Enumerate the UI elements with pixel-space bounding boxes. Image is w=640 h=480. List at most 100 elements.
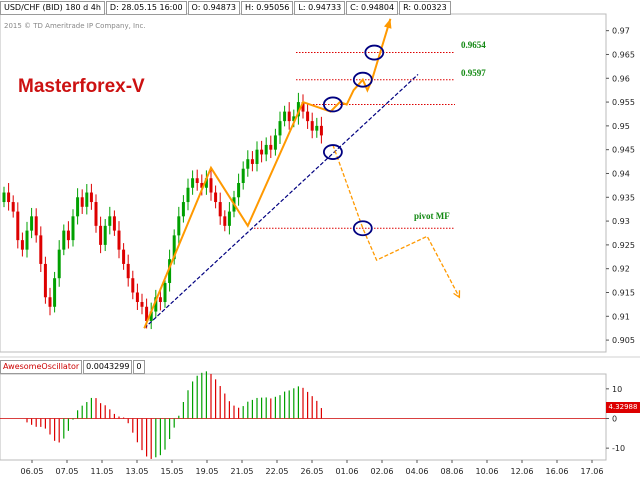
candle-body [30, 216, 34, 231]
level-label-0-9654: 0.9654 [461, 40, 486, 50]
price-tick-label: 0.905 [612, 336, 635, 345]
x-tick-label: 26.05 [301, 467, 324, 476]
osc-tick-label: -10 [612, 444, 625, 453]
candle-body [278, 121, 282, 136]
candle-body [287, 111, 291, 122]
candle-body [218, 202, 222, 217]
price-tick-label: 0.965 [612, 50, 635, 59]
price-tick-label: 0.93 [612, 217, 630, 226]
candle-body [71, 216, 75, 241]
candle-body [131, 278, 135, 293]
x-tick-label: 11.05 [91, 467, 114, 476]
candle-body [57, 249, 61, 279]
candle-body [122, 249, 126, 264]
candle-body [34, 216, 38, 236]
copyright-text: 2015 © TD Ameritrade IP Company, Inc. [4, 22, 146, 30]
candle-body [89, 192, 93, 203]
x-tick-label: 02.06 [371, 467, 394, 476]
price-tick-label: 0.935 [612, 193, 635, 202]
candle-body [154, 297, 158, 312]
price-tick-label: 0.97 [612, 27, 630, 36]
oscillator-name[interactable]: AwesomeOscillator [0, 360, 83, 374]
candle-body [310, 121, 314, 131]
candle-body [108, 216, 112, 226]
candle-body [99, 225, 103, 245]
x-tick-label: 12.06 [511, 467, 534, 476]
price-tick-label: 0.92 [612, 265, 630, 274]
candle-body [200, 183, 204, 188]
oscillator-value: 0.0043299 [83, 360, 133, 374]
candle-body [209, 178, 213, 193]
candle-body [269, 144, 273, 150]
low-value: L: 0.94733 [294, 1, 346, 15]
candle-body [62, 230, 66, 250]
candle-body [306, 111, 310, 122]
candle-body [163, 282, 167, 303]
candle-body [39, 235, 43, 264]
candle-body [177, 216, 181, 236]
circle-marker [322, 96, 343, 113]
x-tick-label: 22.05 [266, 467, 289, 476]
x-tick-label: 01.06 [336, 467, 359, 476]
candle-body [186, 187, 190, 203]
symbol-label[interactable]: USD/CHF (BID) 180 d 4h [0, 1, 105, 15]
price-panel [0, 13, 607, 353]
candle-body [273, 135, 277, 150]
price-tick-label: 0.925 [612, 241, 635, 250]
x-tick-label: 08.06 [441, 467, 464, 476]
candle-body [292, 116, 296, 122]
x-tick-label: 13.05 [126, 467, 149, 476]
oscillator-header: AwesomeOscillator 0.0043299 0 [0, 360, 146, 374]
price-tick-label: 0.955 [612, 98, 635, 107]
x-tick-label: 06.05 [21, 467, 44, 476]
price-tick-label: 0.945 [612, 146, 635, 155]
price-tick-label: 0.94 [612, 169, 630, 178]
candle-body [149, 311, 153, 322]
info-bar: USD/CHF (BID) 180 d 4h D: 28.05.15 16:00… [0, 0, 452, 16]
circle-marker [322, 144, 343, 160]
candle-body [237, 183, 241, 198]
candle-body [264, 144, 268, 155]
date-value: D: 28.05.15 16:00 [105, 1, 187, 15]
projection-up-arrowhead [384, 18, 392, 29]
candle-body [223, 216, 227, 226]
candle-body [246, 159, 250, 169]
candle-body [53, 278, 57, 307]
candle-body [117, 230, 121, 250]
x-tick-label: 04.06 [406, 467, 429, 476]
circle-marker [352, 220, 373, 237]
level-label-0-9597: 0.9597 [461, 68, 486, 78]
candle-body [214, 192, 218, 203]
projection-up [143, 18, 392, 329]
candle-body [255, 149, 259, 164]
x-tick-label: 21.05 [231, 467, 254, 476]
brand-logo-text: Masterforex-V [18, 76, 145, 97]
candle-body [43, 263, 47, 298]
candle-body [301, 102, 305, 112]
candle-body [158, 297, 162, 303]
trendline [143, 74, 419, 329]
candle-body [296, 102, 300, 117]
candle-body [227, 211, 231, 226]
candle-body [25, 230, 29, 250]
candle-body [241, 168, 245, 183]
price-tick-label: 0.915 [612, 288, 635, 297]
open-value: O: 0.94873 [187, 1, 241, 15]
high-value: H: 0.95056 [241, 1, 294, 15]
candle-body [66, 230, 70, 241]
candle-body [168, 259, 172, 283]
circle-marker [364, 44, 385, 61]
close-value: C: 0.94804 [346, 1, 399, 15]
oscillator-extra: 0 [133, 360, 145, 374]
circle-marker [352, 71, 373, 88]
candle-body [260, 149, 264, 155]
price-tick-label: 0.95 [612, 122, 630, 131]
candle-body [135, 292, 139, 303]
candle-body [204, 178, 208, 188]
projection-down-arrowhead [453, 290, 461, 299]
x-tick-label: 17.06 [581, 467, 604, 476]
candle-body [181, 202, 185, 217]
candle-body [112, 216, 116, 231]
